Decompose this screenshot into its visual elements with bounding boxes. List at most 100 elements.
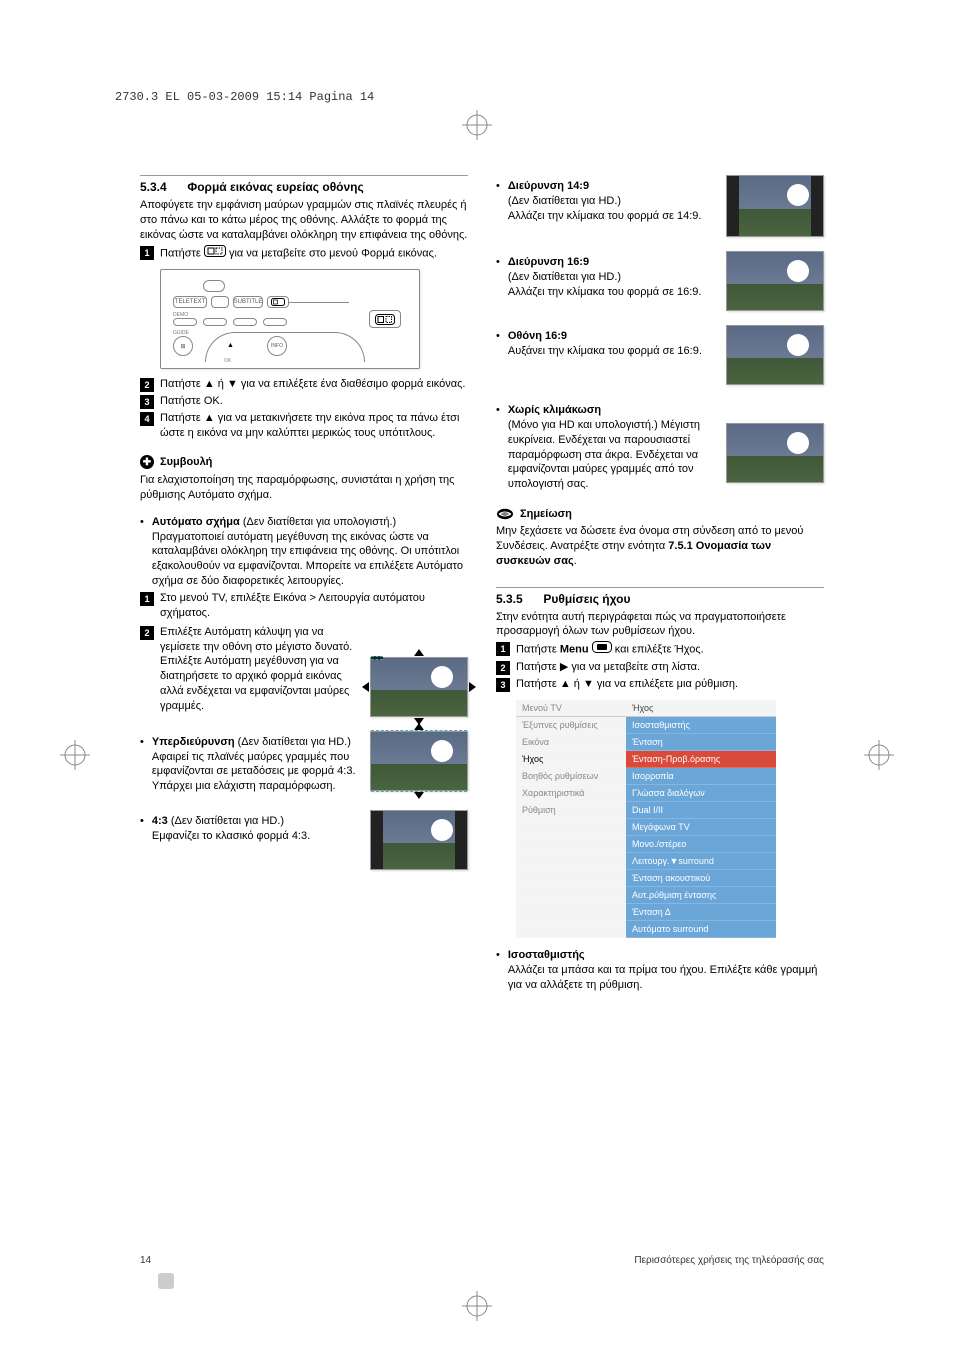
step4-text: Πατήστε ▲ για να μετακινήσετε την εικόνα… bbox=[160, 411, 468, 441]
remote-btn bbox=[263, 318, 287, 326]
note-body: Μην ξεχάσετε να δώσετε ένα όνομα στη σύν… bbox=[496, 524, 824, 569]
remote-btn bbox=[203, 318, 227, 326]
auto-step2-text: Επιλέξτε Αυτόματη κάλυψη για να γεμίσετε… bbox=[160, 625, 360, 714]
f169-title: Διεύρυνση 16:9 bbox=[508, 256, 589, 268]
crop-mark-bottom bbox=[462, 1291, 492, 1321]
step-number-icon: 3 bbox=[140, 395, 154, 409]
s169-title: Οθόνη 16:9 bbox=[508, 330, 567, 342]
step-number-icon: 2 bbox=[140, 378, 154, 392]
step-number-icon: 2 bbox=[140, 626, 154, 640]
tip-heading: ✚ Συμβουλή bbox=[140, 455, 468, 469]
auto-format-title: Αυτόματο σχήμα bbox=[152, 516, 240, 528]
f43-note: (Δεν διατίθεται για HD.) bbox=[168, 815, 284, 827]
footer-text: Περισσότερες χρήσεις της τηλεόρασής σας bbox=[634, 1255, 824, 1266]
auto-step1-text: Στο μενού TV, επιλέξτε Εικόνα > Λειτουργ… bbox=[160, 591, 468, 621]
remote-subtitle-btn: SUBTITLE bbox=[233, 296, 263, 308]
tip-icon: ✚ bbox=[140, 455, 154, 469]
f149-title: Διεύρυνση 14:9 bbox=[508, 180, 589, 192]
gray-marker bbox=[158, 1273, 174, 1289]
s535-1a: Πατήστε bbox=[516, 644, 560, 656]
step-number-icon: 3 bbox=[496, 678, 510, 692]
heading-number: 5.3.5 bbox=[496, 592, 540, 606]
bullet-icon: • bbox=[140, 735, 144, 794]
bullet-icon: • bbox=[496, 255, 500, 300]
bullet-icon: • bbox=[140, 814, 144, 844]
f149-note: (Δεν διατίθεται για HD.) bbox=[508, 194, 716, 209]
superzoom-title: Υπερδιεύρυνση bbox=[152, 736, 235, 748]
step-number-icon: 1 bbox=[140, 246, 154, 260]
f149-body: Αλλάζει την κλίμακα του φορμά σε 14:9. bbox=[508, 209, 716, 224]
bullet-icon: • bbox=[496, 179, 500, 224]
remote-format-btn bbox=[267, 296, 289, 308]
sound-menu-table: Μενού TVΉχοςΈξυπνες ρυθμίσειςΙσοσταθμιστ… bbox=[516, 700, 776, 938]
intro-535: Στην ενότητα αυτή περιγράφεται πώς να πρ… bbox=[496, 610, 824, 640]
step-1: 1 Πατήστε για να μεταβείτε στο μενού Φορ… bbox=[140, 245, 468, 262]
equalizer-title: Ισοσταθμιστής bbox=[508, 949, 585, 961]
heading-title: Ρυθμίσεις ήχου bbox=[543, 592, 630, 606]
right-column: • Διεύρυνση 14:9 (Δεν διατίθεται για HD.… bbox=[496, 175, 824, 995]
s535-1b: Menu bbox=[560, 644, 589, 656]
bullet-icon: • bbox=[496, 403, 500, 492]
auto-format-thumbnail bbox=[370, 657, 468, 717]
crop-mark-top bbox=[462, 110, 492, 140]
menu-button-icon bbox=[592, 641, 612, 658]
auto-format-note: (Δεν διατίθεται για υπολογιστή.) bbox=[240, 516, 396, 528]
tip-body: Για ελαχιστοποίηση της παραμόρφωσης, συν… bbox=[140, 473, 468, 503]
f43-body: Εμφανίζει το κλασικό φορμά 4:3. bbox=[152, 829, 360, 844]
f43-thumbnail bbox=[370, 810, 468, 870]
intro-534: Αποφύγετε την εμφάνιση μαύρων γραμμών στ… bbox=[140, 198, 468, 243]
left-column: 5.3.4 Φορμά εικόνας ευρείας οθόνης Αποφύ… bbox=[140, 175, 468, 995]
step-4: 4 Πατήστε ▲ για να μετακινήσετε την εικό… bbox=[140, 411, 468, 441]
equalizer-body: Αλλάζει τα μπάσα και τα πρίμα του ήχου. … bbox=[508, 963, 824, 993]
step1-text-b: για να μεταβείτε στο μενού Φορμά εικόνας… bbox=[229, 247, 437, 259]
f169-thumbnail bbox=[726, 251, 824, 311]
step-number-icon: 1 bbox=[496, 642, 510, 656]
note-heading: Σημείωση bbox=[496, 508, 824, 520]
page-footer: 14 Περισσότερες χρήσεις της τηλεόρασής σ… bbox=[140, 1255, 824, 1266]
heading-title: Φορμά εικόνας ευρείας οθόνης bbox=[187, 180, 363, 194]
format-button-icon bbox=[204, 245, 226, 262]
s535-1c: και επιλέξτε Ήχος. bbox=[615, 644, 704, 656]
print-header: 2730.3 EL 05-03-2009 15:14 Pagina 14 bbox=[115, 90, 374, 104]
s169-thumbnail bbox=[726, 325, 824, 385]
step2-text: Πατήστε ▲ ή ▼ για να επιλέξετε ένα διαθέ… bbox=[160, 377, 468, 392]
remote-diagram: TELETEXT SUBTITLE DEMO GUIDE ⊞ INFO ▲ bbox=[160, 269, 420, 369]
step-number-icon: 4 bbox=[140, 412, 154, 426]
bullet-icon: • bbox=[496, 329, 500, 359]
f149-thumbnail bbox=[726, 175, 824, 237]
remote-btn-small bbox=[203, 280, 225, 292]
remote-guide-btn: ⊞ bbox=[173, 336, 193, 356]
f43-title: 4:3 bbox=[152, 815, 168, 827]
unscaled-title: Χωρίς κλιμάκωση bbox=[508, 404, 601, 416]
step3-text: Πατήστε OK. bbox=[160, 394, 468, 409]
step-number-icon: 2 bbox=[496, 661, 510, 675]
s535-2: Πατήστε ▶ για να μεταβείτε στη λίστα. bbox=[516, 660, 824, 675]
auto-step-2: 2 Επιλέξτε Αυτόματη κάλυψη για να γεμίσε… bbox=[140, 625, 360, 714]
bullet-icon: • bbox=[140, 515, 144, 589]
superzoom-note: (Δεν διατίθεται για HD.) bbox=[235, 736, 351, 748]
note-icon bbox=[496, 508, 514, 520]
s535-step-1: 1 Πατήστε Menu και επιλέξτε Ήχος. bbox=[496, 641, 824, 658]
auto-step-1: 1 Στο μενού TV, επιλέξτε Εικόνα > Λειτου… bbox=[140, 591, 468, 621]
remote-btn bbox=[211, 296, 229, 308]
callout-line bbox=[289, 302, 349, 303]
format-callout-icon bbox=[369, 310, 401, 328]
step-2: 2 Πατήστε ▲ ή ▼ για να επιλέξετε ένα δια… bbox=[140, 377, 468, 392]
heading-534: 5.3.4 Φορμά εικόνας ευρείας οθόνης bbox=[140, 175, 468, 194]
registration-mark-right bbox=[864, 740, 894, 773]
remote-btn bbox=[173, 318, 197, 326]
remote-teletext-btn: TELETEXT bbox=[173, 296, 207, 308]
page-number: 14 bbox=[140, 1255, 151, 1266]
tip-label: Συμβουλή bbox=[160, 456, 212, 468]
superzoom-thumbnail bbox=[370, 731, 468, 791]
s169-body: Αυξάνει την κλίμακα του φορμά σε 16:9. bbox=[508, 344, 716, 359]
superzoom-body: Αφαιρεί τις πλαϊνές μαύρες γραμμές που ε… bbox=[152, 750, 360, 795]
note-label: Σημείωση bbox=[520, 508, 572, 520]
bullet-icon: • bbox=[496, 948, 500, 993]
s535-step-2: 2 Πατήστε ▶ για να μεταβείτε στη λίστα. bbox=[496, 660, 824, 675]
step-3: 3 Πατήστε OK. bbox=[140, 394, 468, 409]
heading-535: 5.3.5 Ρυθμίσεις ήχου bbox=[496, 587, 824, 606]
step1-text-a: Πατήστε bbox=[160, 247, 204, 259]
remote-ok-label: OK bbox=[224, 358, 231, 364]
registration-mark-left bbox=[60, 740, 90, 773]
